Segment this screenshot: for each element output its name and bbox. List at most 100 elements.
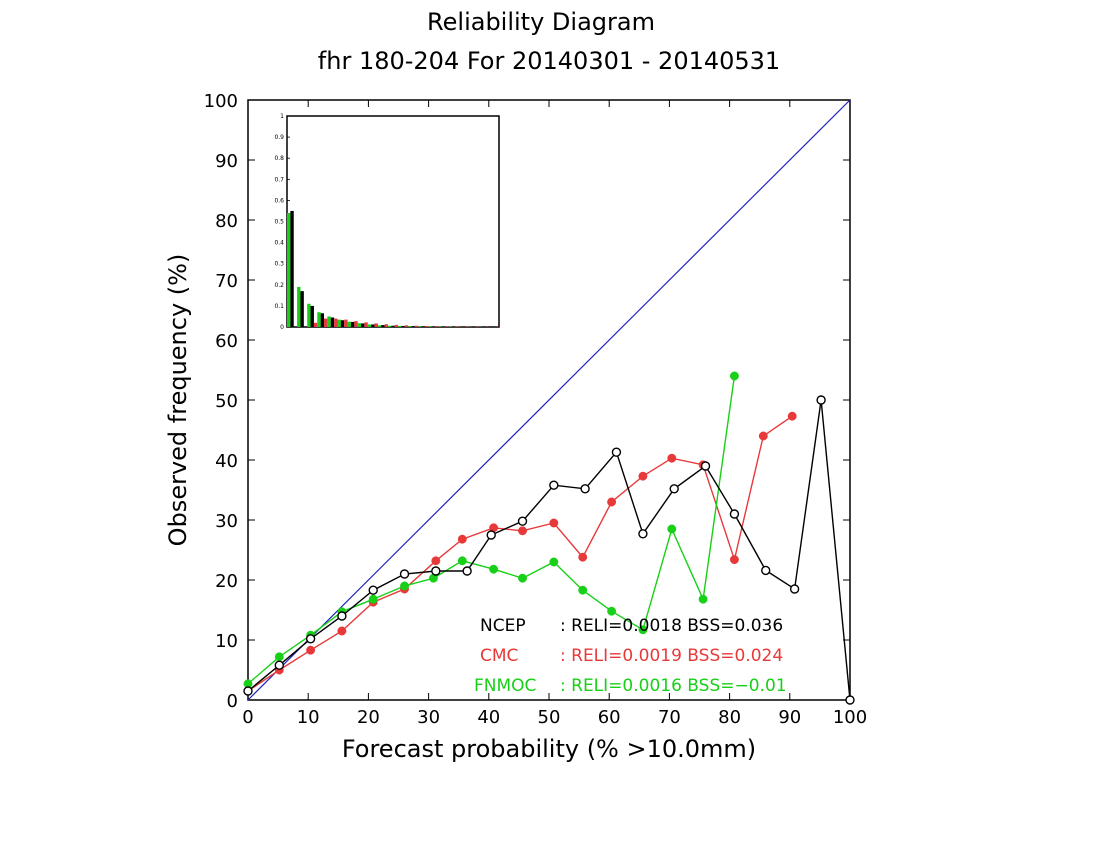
inset-bar-ncep [361, 323, 365, 327]
x-tick-label: 40 [477, 707, 500, 728]
inset-y-tick-label: 1 [280, 113, 284, 120]
point-cmc [607, 497, 617, 507]
point-cmc [457, 534, 467, 544]
inset-bar-cmc [313, 322, 318, 327]
inset-y-tick-label: 0.5 [274, 219, 284, 226]
inset-bar-cmc [435, 326, 439, 327]
point-ncep [517, 516, 528, 526]
inset-bar-ncep [290, 210, 294, 327]
inset-bar-fnmoc [367, 324, 372, 327]
point-ncep [399, 569, 410, 579]
point-cmc [578, 552, 588, 562]
x-axis: 0 10 20 30 40 50 60 70 80 90 100 [242, 100, 867, 728]
inset-bar-cmc [414, 325, 419, 327]
series-ncep [243, 395, 855, 705]
inset-bar-ncep [340, 320, 345, 327]
point-fnmoc [368, 594, 378, 604]
inset-bar-fnmoc [307, 303, 311, 327]
point-ncep [462, 566, 472, 576]
point-ncep [580, 484, 590, 494]
point-ncep [729, 509, 740, 519]
inset-bar-fnmoc [398, 325, 402, 327]
y-axis-label: Observed frequency (%) [164, 254, 192, 547]
x-axis-label: Forecast probability (% >10.0mm) [342, 735, 756, 763]
legend-name-ncep: NCEP [480, 616, 526, 636]
inset-bar-ncep [411, 326, 415, 327]
inset-y-tick-label: 0.3 [274, 261, 284, 268]
inset-bar-ncep [300, 291, 304, 327]
legend-stats-cmc: : RELI=0.0019 BSS=0.024 [560, 646, 783, 666]
x-tick-label: 50 [538, 707, 561, 728]
series-layer [243, 371, 855, 705]
inset-bar-ncep [350, 321, 355, 327]
inset-bar-cmc [324, 318, 328, 327]
point-ncep [845, 695, 855, 705]
y-tick-label: 10 [215, 631, 238, 652]
point-cmc [549, 518, 559, 528]
inset-bar-fnmoc [327, 316, 331, 327]
y-tick-label: 30 [215, 511, 238, 532]
perfect-reliability-line [247, 99, 851, 701]
legend-stats-ncep: : RELI=0.0018 BSS=0.036 [560, 616, 783, 636]
inset-bar-fnmoc [357, 323, 362, 327]
inset-bar-fnmoc [377, 325, 382, 327]
y-tick-label: 20 [215, 571, 238, 592]
point-fnmoc [457, 556, 467, 566]
inset-y-tick-label: 0.7 [274, 176, 284, 183]
inset-frame [286, 115, 500, 328]
inset-bar-cmc [445, 326, 449, 327]
point-ncep [816, 395, 826, 405]
point-cmc [787, 411, 797, 421]
point-ncep [486, 530, 496, 540]
point-ncep [337, 611, 347, 621]
point-fnmoc [400, 581, 409, 591]
inset-bar-fnmoc [347, 321, 351, 327]
x-tick-label: 100 [833, 707, 867, 728]
point-cmc [667, 453, 677, 463]
x-tick-label: 0 [242, 707, 253, 728]
point-ncep [761, 565, 771, 576]
inset-y-tick-label: 0.9 [274, 134, 284, 141]
inset-bar-cmc [384, 324, 388, 327]
inset-bar-fnmoc [418, 326, 422, 327]
inset-y-axis: 0 0.1 0.2 0.3 0.4 0.5 0.6 0.7 0.8 0.9 1 [274, 113, 290, 331]
y-tick-label: 60 [215, 331, 238, 352]
point-cmc [518, 526, 527, 536]
inset-bar-fnmoc [408, 326, 412, 327]
point-fnmoc [698, 594, 708, 604]
legend-name-fnmoc: FNMOC [474, 676, 536, 696]
inset-bar-fnmoc [287, 213, 291, 327]
point-ncep [638, 529, 648, 539]
inset-bar-cmc [374, 323, 378, 327]
inset-y-tick-label: 0.1 [274, 303, 284, 310]
inset-y-tick-label: 0 [280, 324, 284, 331]
inset-bar-ncep [310, 305, 314, 327]
inset-bar-fnmoc [337, 319, 341, 327]
inset-bar-ncep [421, 326, 425, 327]
y-tick-label: 90 [215, 151, 238, 172]
inset-y-tick-label: 0.8 [274, 155, 284, 162]
point-cmc [638, 471, 648, 481]
chart-subtitle: fhr 180-204 For 20140301 - 20140531 [318, 47, 780, 75]
point-fnmoc [729, 371, 739, 381]
x-tick-label: 80 [718, 707, 741, 728]
inset-bar-cmc [424, 325, 429, 327]
point-cmc [729, 555, 739, 565]
x-tick-label: 70 [658, 707, 681, 728]
inset-bar-ncep [381, 325, 385, 327]
point-fnmoc [274, 652, 284, 662]
inset-y-tick-label: 0.2 [274, 282, 284, 289]
inset-bar-ncep [320, 313, 325, 327]
point-fnmoc [489, 564, 499, 574]
inset-bar-fnmoc [297, 286, 301, 327]
point-ncep [669, 484, 679, 494]
point-cmc [758, 431, 768, 441]
point-ncep [549, 480, 559, 490]
inset-bar-fnmoc [317, 312, 321, 327]
inset-y-tick-label: 0.6 [274, 197, 284, 204]
y-tick-label: 80 [215, 211, 238, 232]
y-tick-label: 50 [215, 391, 238, 412]
legend-name-cmc: CMC [480, 646, 518, 666]
inset-bar-cmc [334, 318, 338, 327]
